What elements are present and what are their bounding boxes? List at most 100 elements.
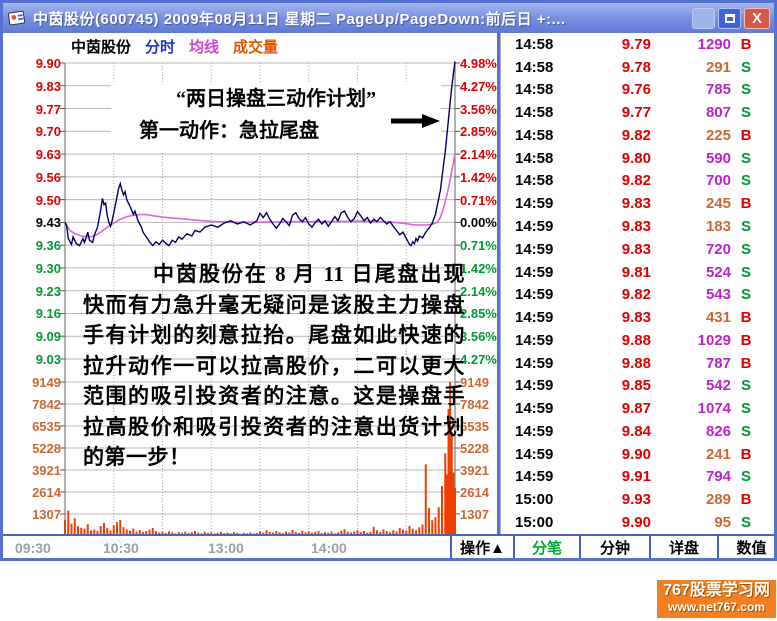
y-axis-price-label: 9.77: [35, 101, 61, 117]
x-axis-time-label: 10:30: [103, 540, 139, 556]
trade-side: S: [740, 422, 751, 440]
y-axis-volume-label: 2614: [460, 485, 489, 500]
trade-side: B: [740, 126, 752, 144]
trade-price: 9.90: [621, 513, 651, 531]
trade-time: 14:59: [515, 445, 554, 463]
trade-time: 14:59: [515, 286, 554, 304]
trade-side: B: [740, 195, 752, 213]
close-button[interactable]: X: [744, 7, 770, 29]
trade-row[interactable]: 14:59 9.81 524 S: [501, 261, 774, 284]
trade-volume: 590: [705, 149, 731, 167]
trade-price: 9.82: [621, 286, 651, 304]
y-axis-volume-label: 5228: [460, 441, 489, 456]
y-axis-price-label: 9.03: [35, 352, 61, 367]
trade-volume: 794: [705, 468, 731, 486]
trade-time: 14:59: [515, 354, 554, 372]
titlebar: 中茵股份(600745) 2009年08月11日 星期二 PageUp/Page…: [3, 3, 774, 33]
trade-volume: 787: [705, 354, 731, 372]
trade-price: 9.83: [621, 195, 651, 213]
trade-time: 14:58: [515, 172, 554, 190]
maximize-button[interactable]: [718, 7, 741, 29]
trade-row[interactable]: 14:58 9.76 785 S: [501, 79, 774, 102]
main-area: 中茵股份 分时 均线 成交量 9.90 9.83 9.77 9.70 9.63 9.56 9.50…: [3, 33, 774, 534]
y-axis-percent-label: 2.85%: [460, 306, 497, 322]
trade-time: 15:00: [515, 491, 554, 509]
y-axis-percent-label: 3.56%: [460, 101, 497, 117]
trade-price: 9.85: [621, 377, 651, 395]
trade-volume: 1074: [697, 400, 731, 418]
trade-price: 9.83: [621, 240, 651, 258]
trade-row[interactable]: 14:59 9.82 543 S: [501, 283, 774, 306]
watermark-site-name: 767股票学习网: [663, 582, 770, 599]
trade-row[interactable]: 14:58 9.80 590 S: [501, 147, 774, 170]
trade-side: S: [740, 377, 751, 395]
minimize-button[interactable]: [692, 7, 715, 29]
y-axis-volume-label: 1307: [460, 507, 489, 522]
trade-row[interactable]: 15:00 9.90 95 S: [501, 511, 774, 534]
trade-row[interactable]: 14:58 9.82 700 S: [501, 170, 774, 193]
tab-shuzhi[interactable]: 数值: [717, 536, 777, 558]
x-axis-time-label: 09:30: [15, 540, 51, 556]
trade-side: S: [740, 81, 751, 99]
trade-time: 14:59: [515, 400, 554, 418]
trade-volume: 720: [705, 240, 731, 258]
watermark: 767股票学习网 www.net767.com: [657, 580, 776, 618]
trade-row[interactable]: 14:59 9.84 826 S: [501, 420, 774, 443]
trade-row[interactable]: 14:58 9.77 807 S: [501, 101, 774, 124]
y-axis-volume-label: 6535: [460, 419, 489, 434]
window-title: 中茵股份(600745) 2009年08月11日 星期二 PageUp/Page…: [33, 10, 566, 28]
trade-row[interactable]: 14:59 9.88 1029 B: [501, 329, 774, 352]
trade-time: 14:59: [515, 240, 554, 258]
trade-row[interactable]: 15:00 9.93 289 B: [501, 488, 774, 511]
tab-fenzhong[interactable]: 分钟: [579, 536, 649, 558]
trade-row[interactable]: 14:59 9.83 183 S: [501, 215, 774, 238]
legend-volume: 成交量: [233, 39, 279, 56]
trade-volume: 431: [705, 309, 731, 327]
legend-stock-name: 中茵股份: [71, 39, 132, 56]
trade-price: 9.90: [621, 445, 651, 463]
trade-row[interactable]: 14:58 9.78 291 S: [501, 56, 774, 79]
y-axis-percent-label: 2.14%: [460, 283, 497, 299]
tab-fenbi[interactable]: 分笔: [513, 536, 579, 558]
tab-xiangpan[interactable]: 详盘: [649, 536, 717, 558]
trade-row[interactable]: 14:59 9.83 245 B: [501, 192, 774, 215]
trade-volume: 542: [705, 377, 731, 395]
trade-row[interactable]: 14:59 9.88 787 B: [501, 352, 774, 375]
trade-time: 14:59: [515, 468, 554, 486]
trade-row[interactable]: 14:59 9.90 241 B: [501, 443, 774, 466]
trade-row[interactable]: 14:59 9.91 794 S: [501, 466, 774, 489]
trade-time: 14:58: [515, 35, 554, 53]
trade-volume: 543: [705, 286, 731, 304]
trade-side: S: [740, 240, 751, 258]
trade-time: 14:58: [515, 58, 554, 76]
trade-side: S: [740, 400, 751, 418]
trade-price: 9.83: [621, 309, 651, 327]
callout-line2: 第一动作：急拉尾盘: [139, 120, 319, 142]
y-axis-volume-label: 3921: [460, 463, 489, 478]
trade-volume: 183: [705, 218, 731, 235]
operate-button[interactable]: 操作▲: [450, 536, 513, 558]
y-axis-price-label: 9.16: [35, 306, 61, 322]
trade-time: 14:58: [515, 104, 554, 122]
y-axis-volume-label: 9149: [32, 375, 61, 390]
trade-row[interactable]: 14:59 9.87 1074 S: [501, 397, 774, 420]
y-axis-price-label: 9.56: [35, 169, 61, 185]
trade-time: 14:58: [515, 149, 554, 167]
trade-volume: 241: [705, 445, 731, 463]
y-axis-volume-label: 2614: [32, 485, 61, 500]
trade-side: B: [740, 309, 752, 327]
trade-row[interactable]: 14:59 9.85 542 S: [501, 374, 774, 397]
trade-row[interactable]: 14:58 9.79 1290 B: [501, 33, 774, 56]
y-axis-volume-label: 7842: [32, 397, 61, 412]
y-axis-percent-label: 4.27%: [460, 78, 497, 94]
trade-price: 9.76: [621, 81, 651, 99]
trade-row[interactable]: 14:59 9.83 720 S: [501, 238, 774, 261]
trade-price: 9.82: [621, 126, 651, 144]
trade-price: 9.82: [621, 172, 651, 190]
trade-volume: 291: [705, 58, 731, 76]
trade-row[interactable]: 14:58 9.82 225 B: [501, 124, 774, 147]
trade-row[interactable]: 14:59 9.83 431 B: [501, 306, 774, 329]
trade-time: 14:58: [515, 126, 554, 144]
analysis-paragraph: 中茵股份在 8 月 11 日尾盘出现快而有力急升毫无疑问是该股主力操盘手有计划的…: [83, 262, 465, 469]
